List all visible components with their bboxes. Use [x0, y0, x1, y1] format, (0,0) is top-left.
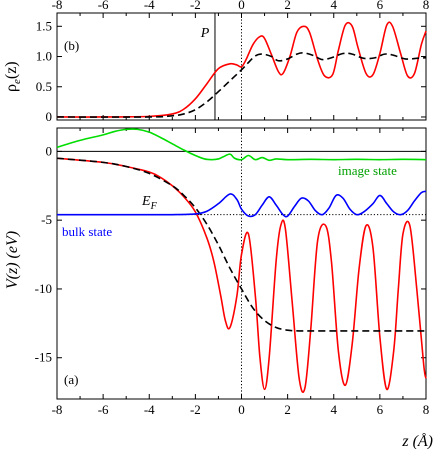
bottom-ticks: -8 -6 -4 -2 0 2 4 6 8 0 -5 -10 -15 [35, 128, 430, 417]
x-tick-label: 8 [423, 402, 430, 417]
y-tick-label: 0.5 [36, 79, 52, 94]
y-tick-label: 1.5 [36, 18, 52, 33]
svg-text:ρe(z): ρe(z) [3, 61, 23, 92]
x-tick-label: 6 [377, 402, 384, 417]
top-y-axis-label: ρe(z) [3, 61, 23, 92]
image-state-label: image state [338, 163, 397, 178]
x-tick-label: 0 [238, 0, 245, 12]
x-tick-label: -4 [144, 402, 155, 417]
x-tick-label: -6 [98, 402, 109, 417]
bottom-panel: -8 -6 -4 -2 0 2 4 6 8 0 -5 -10 -15 (a) image state b… [4, 127, 433, 449]
x-axis-label: z (Å) [401, 432, 433, 449]
top-ylabel-rho: ρ [3, 84, 20, 92]
bottom-series [56, 128, 427, 394]
x-tick-label: -8 [52, 0, 63, 12]
fermi-energy-label: EF [141, 194, 158, 212]
bulk-state-label: bulk state [62, 224, 112, 239]
p-annotation: P [200, 26, 210, 41]
x-tick-label: -4 [144, 0, 155, 12]
top-series [56, 21, 427, 118]
y-tick-label: 0 [46, 143, 53, 158]
y-tick-label: 1.0 [36, 49, 52, 64]
top-ylabel-tail: (z) [3, 61, 20, 79]
x-tick-label: 4 [331, 402, 338, 417]
top-panel-label: (b) [64, 38, 79, 53]
x-tick-label: -2 [190, 0, 201, 12]
bottom-panel-label: (a) [64, 372, 78, 387]
x-tick-label: -8 [52, 402, 63, 417]
y-tick-label: -15 [35, 350, 52, 365]
x-tick-label: 0 [238, 402, 245, 417]
top-panel: -8 -6 -4 -2 0 2 4 6 8 0 0.5 1.0 1.5 (b) P ρe(z) [3, 0, 429, 124]
x-tick-label: -6 [98, 0, 109, 12]
bottom-blue-curve [56, 190, 427, 218]
top-ticks: -8 -6 -4 -2 0 2 4 6 8 0 0.5 1.0 1.5 [36, 0, 430, 124]
y-tick-label: -10 [35, 281, 52, 296]
x-tick-label: 8 [423, 0, 430, 12]
x-tick-label: 4 [331, 0, 338, 12]
top-red-curve [56, 21, 427, 118]
top-reference-lines [214, 13, 242, 120]
fermi-energy-letter: E [141, 194, 151, 209]
bottom-dashed-curve [56, 157, 426, 332]
bottom-red-curve [56, 157, 427, 394]
x-tick-label: 2 [284, 402, 291, 417]
top-dashed-curve [56, 52, 427, 118]
y-tick-label: -5 [41, 212, 52, 227]
y-tick-label: 0 [46, 109, 53, 124]
x-tick-label: 6 [377, 0, 384, 12]
fermi-energy-subscript: F [150, 201, 158, 212]
bottom-y-axis-label: V(z) (eV) [4, 231, 21, 289]
x-tick-label: 2 [284, 0, 291, 12]
x-tick-label: -2 [190, 402, 201, 417]
top-ylabel-subscript: e [11, 79, 23, 84]
bottom-green-curve [56, 128, 427, 162]
